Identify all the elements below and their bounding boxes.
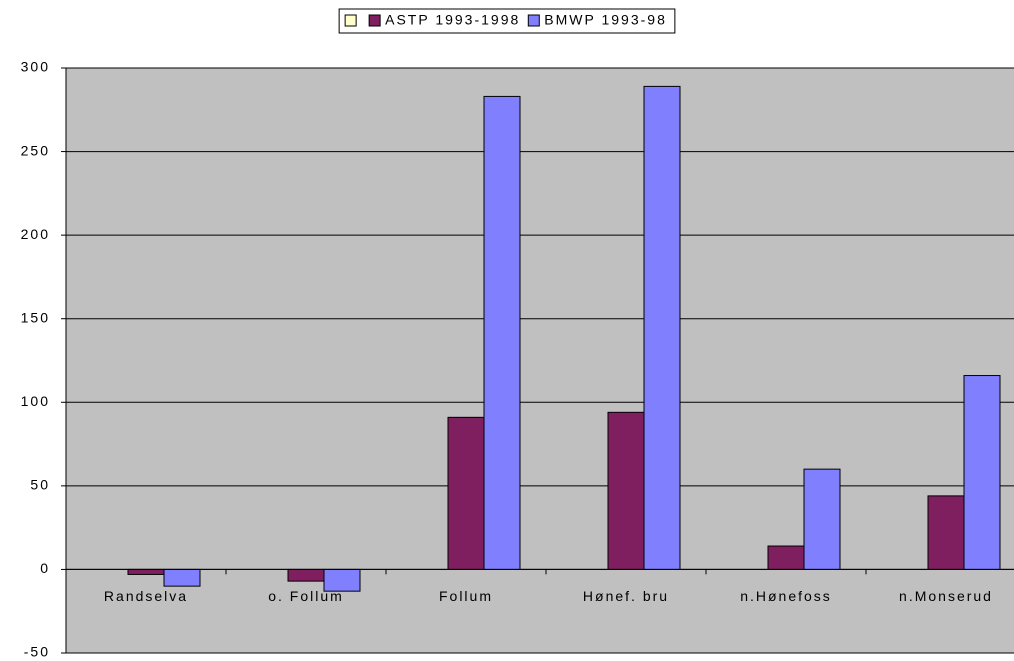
y-tick-label: 50 <box>30 477 50 493</box>
bar <box>483 95 521 570</box>
x-tick-label: Follum <box>439 588 493 604</box>
legend-label: ASTP 1993-1998 <box>385 12 520 28</box>
legend-swatch <box>344 14 357 27</box>
bar <box>287 568 325 582</box>
y-tick-label: 150 <box>21 309 50 325</box>
y-tick-label: -50 <box>24 644 50 660</box>
y-tick-label: 100 <box>21 393 50 409</box>
bar <box>767 545 805 570</box>
y-tick-label: 250 <box>21 142 50 158</box>
y-tick-label: 300 <box>21 59 50 75</box>
bar <box>447 416 485 570</box>
legend-swatch <box>368 14 381 27</box>
x-tick-label: n.Hønefoss <box>740 588 832 604</box>
x-tick-label: Hønef. bru <box>583 588 669 604</box>
bar <box>927 495 965 570</box>
bar <box>163 568 201 587</box>
legend-swatch <box>527 14 540 27</box>
bar <box>803 468 841 570</box>
bar <box>607 411 645 570</box>
plot-area <box>66 68 1014 653</box>
bar <box>127 568 165 575</box>
legend-label: BMWP 1993-98 <box>544 12 667 28</box>
y-tick-label: 0 <box>40 560 50 576</box>
x-tick-label: n.Monserud <box>899 588 993 604</box>
bar <box>643 85 681 570</box>
x-tick-label: o. Follum <box>268 588 344 604</box>
bar <box>963 375 1001 570</box>
x-tick-label: Randselva <box>104 588 188 604</box>
legend-box <box>338 8 676 34</box>
y-tick-label: 200 <box>21 226 50 242</box>
